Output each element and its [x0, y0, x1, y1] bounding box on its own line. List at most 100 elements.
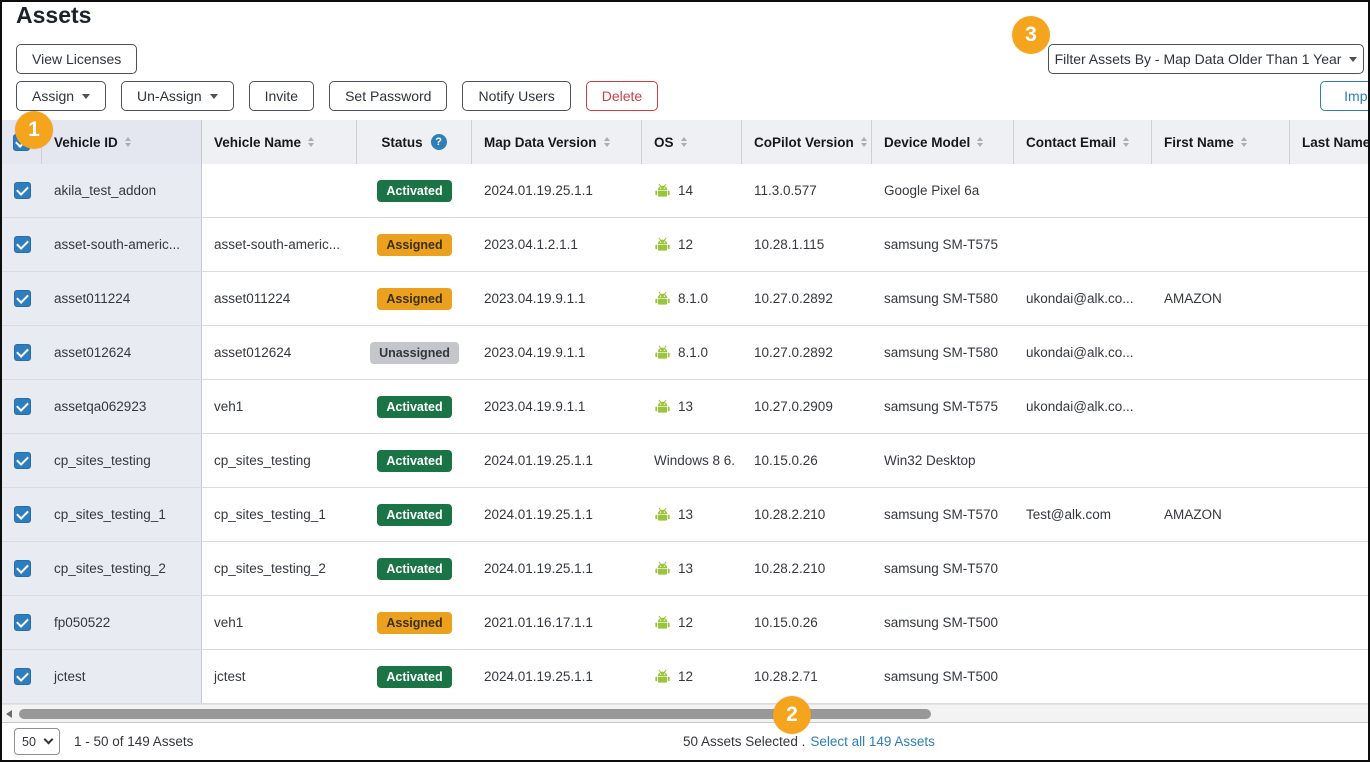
scrollbar-thumb[interactable]	[19, 709, 931, 719]
status-help-icon[interactable]: ?	[430, 134, 447, 150]
cell-vehicle-id: fp050522	[42, 596, 202, 649]
column-header-os[interactable]: OS	[642, 120, 742, 164]
sort-icon[interactable]	[603, 137, 610, 147]
cell-map-data-version: 2024.01.19.25.1.1	[484, 453, 593, 468]
assign-button[interactable]: Assign	[16, 81, 107, 111]
invite-button[interactable]: Invite	[248, 81, 315, 111]
column-header-copilot-version[interactable]: CoPilot Version	[742, 120, 872, 164]
column-header-device-model[interactable]: Device Model	[872, 120, 1014, 164]
row-checkbox[interactable]	[13, 668, 31, 685]
status-badge: Unassigned	[370, 341, 459, 364]
delete-button[interactable]: Delete	[585, 81, 659, 111]
column-header-vehicle-id[interactable]: Vehicle ID	[42, 120, 202, 164]
cell-vehicle-id: cp_sites_testing_1	[42, 488, 202, 541]
selection-summary: 50 Assets Selected . Select all 149 Asset…	[683, 734, 935, 749]
cell-status: Activated	[357, 542, 472, 595]
column-header-vehicle-name[interactable]: Vehicle Name	[202, 120, 357, 164]
row-checkbox-cell	[2, 218, 42, 271]
row-checkbox[interactable]	[13, 560, 31, 577]
un-assign-button[interactable]: Un-Assign	[121, 81, 234, 111]
chevron-down-icon	[43, 734, 54, 745]
cell-device-model: Google Pixel 6a	[884, 183, 980, 198]
cell-contact-email	[1014, 434, 1152, 487]
os-version-text: 12	[678, 669, 694, 684]
cell-vehicle-id: asset011224	[42, 272, 202, 325]
cell-vehicle-name: cp_sites_testing_1	[214, 507, 326, 522]
chevron-down-icon	[209, 93, 218, 99]
chevron-down-icon	[82, 93, 91, 99]
page-size-value: 50	[22, 734, 36, 749]
cell-last-name	[1290, 164, 1368, 217]
os-version-text: 12	[678, 615, 694, 630]
table-row: asset011224 asset011224 Assigned 2023.04…	[2, 272, 1368, 326]
row-checkbox[interactable]	[13, 344, 31, 361]
table-row: fp050522 veh1 Assigned 2021.01.16.17.1.1	[2, 596, 1368, 650]
cell-os: 12	[642, 596, 742, 649]
status-badge: Activated	[377, 449, 452, 472]
cell-status: Assigned	[357, 272, 472, 325]
cell-vehicle-name: cp_sites_testing	[214, 453, 311, 468]
table-header-row: Vehicle ID Vehicle Name Status ? Map Dat…	[2, 120, 1370, 164]
sort-icon[interactable]	[308, 137, 315, 147]
cell-last-name	[1290, 326, 1368, 379]
row-checkbox[interactable]	[13, 182, 31, 199]
cell-map-data-version: 2023.04.1.2.1.1	[484, 237, 578, 252]
scroll-left-arrow-icon[interactable]	[6, 710, 12, 718]
column-header-map-data-version[interactable]: Map Data Version	[472, 120, 642, 164]
assets-selected-text: 50 Assets Selected .	[683, 734, 806, 749]
cell-contact-email	[1014, 164, 1152, 217]
cell-vehicle-id: asset-south-americ...	[42, 218, 202, 271]
cell-status: Activated	[357, 380, 472, 433]
view-licenses-button[interactable]: View Licenses	[16, 44, 138, 74]
column-header-last-name[interactable]: Last Name	[1302, 134, 1370, 150]
sort-icon[interactable]	[860, 137, 867, 147]
chevron-down-icon	[1349, 56, 1358, 62]
row-checkbox-cell	[2, 434, 42, 487]
cell-vehicle-id: jctest	[42, 650, 202, 703]
cell-last-name	[1290, 488, 1368, 541]
cell-status: Activated	[357, 434, 472, 487]
cell-copilot-version: 10.28.2.210	[754, 507, 826, 522]
sort-icon[interactable]	[1240, 137, 1247, 147]
row-checkbox[interactable]	[13, 452, 31, 469]
sort-icon[interactable]	[1123, 137, 1130, 147]
cell-contact-email	[1014, 542, 1152, 595]
cell-copilot-version: 10.27.0.2892	[754, 291, 833, 306]
assets-table: Vehicle ID Vehicle Name Status ? Map Dat…	[2, 120, 1370, 704]
select-all-link[interactable]: Select all 149 Assets	[810, 734, 935, 749]
cell-copilot-version: 10.28.1.115	[754, 237, 825, 252]
cell-copilot-version: 10.27.0.2892	[754, 345, 833, 360]
status-badge: Assigned	[377, 287, 452, 310]
cell-last-name	[1290, 542, 1368, 595]
column-header-status: Status ?	[357, 120, 472, 164]
cell-os: 13	[642, 380, 742, 433]
os-version-text: 8.1.0	[678, 345, 709, 360]
sort-icon[interactable]	[124, 137, 131, 147]
sort-icon[interactable]	[680, 137, 687, 147]
assign-label: Assign	[32, 88, 75, 104]
row-checkbox[interactable]	[13, 614, 31, 631]
row-checkbox[interactable]	[13, 290, 31, 307]
cell-first-name	[1152, 218, 1290, 271]
status-badge: Activated	[377, 503, 452, 526]
page-size-select[interactable]: 50	[14, 728, 60, 755]
cell-device-model: samsung SM-T570	[884, 507, 999, 522]
row-checkbox[interactable]	[13, 506, 31, 523]
filter-assets-dropdown[interactable]: Filter Assets By - Map Data Older Than 1…	[1048, 44, 1364, 74]
cell-map-data-version: 2021.01.16.17.1.1	[484, 615, 593, 630]
row-checkbox[interactable]	[13, 236, 31, 253]
cell-first-name	[1152, 542, 1290, 595]
horizontal-scrollbar[interactable]	[2, 704, 1368, 722]
row-checkbox[interactable]	[13, 398, 31, 415]
import-button[interactable]: Import	[1320, 81, 1368, 111]
notify-users-button[interactable]: Notify Users	[462, 81, 571, 111]
cell-first-name: AMAZON	[1164, 291, 1222, 306]
callout-badge-1: 1	[15, 111, 53, 149]
sort-icon[interactable]	[977, 137, 984, 147]
cell-map-data-version: 2023.04.19.9.1.1	[484, 291, 586, 306]
set-password-button[interactable]: Set Password	[329, 81, 448, 111]
column-header-contact-email[interactable]: Contact Email	[1014, 120, 1152, 164]
column-header-first-name[interactable]: First Name	[1152, 120, 1290, 164]
callout-badge-2: 2	[773, 696, 811, 734]
